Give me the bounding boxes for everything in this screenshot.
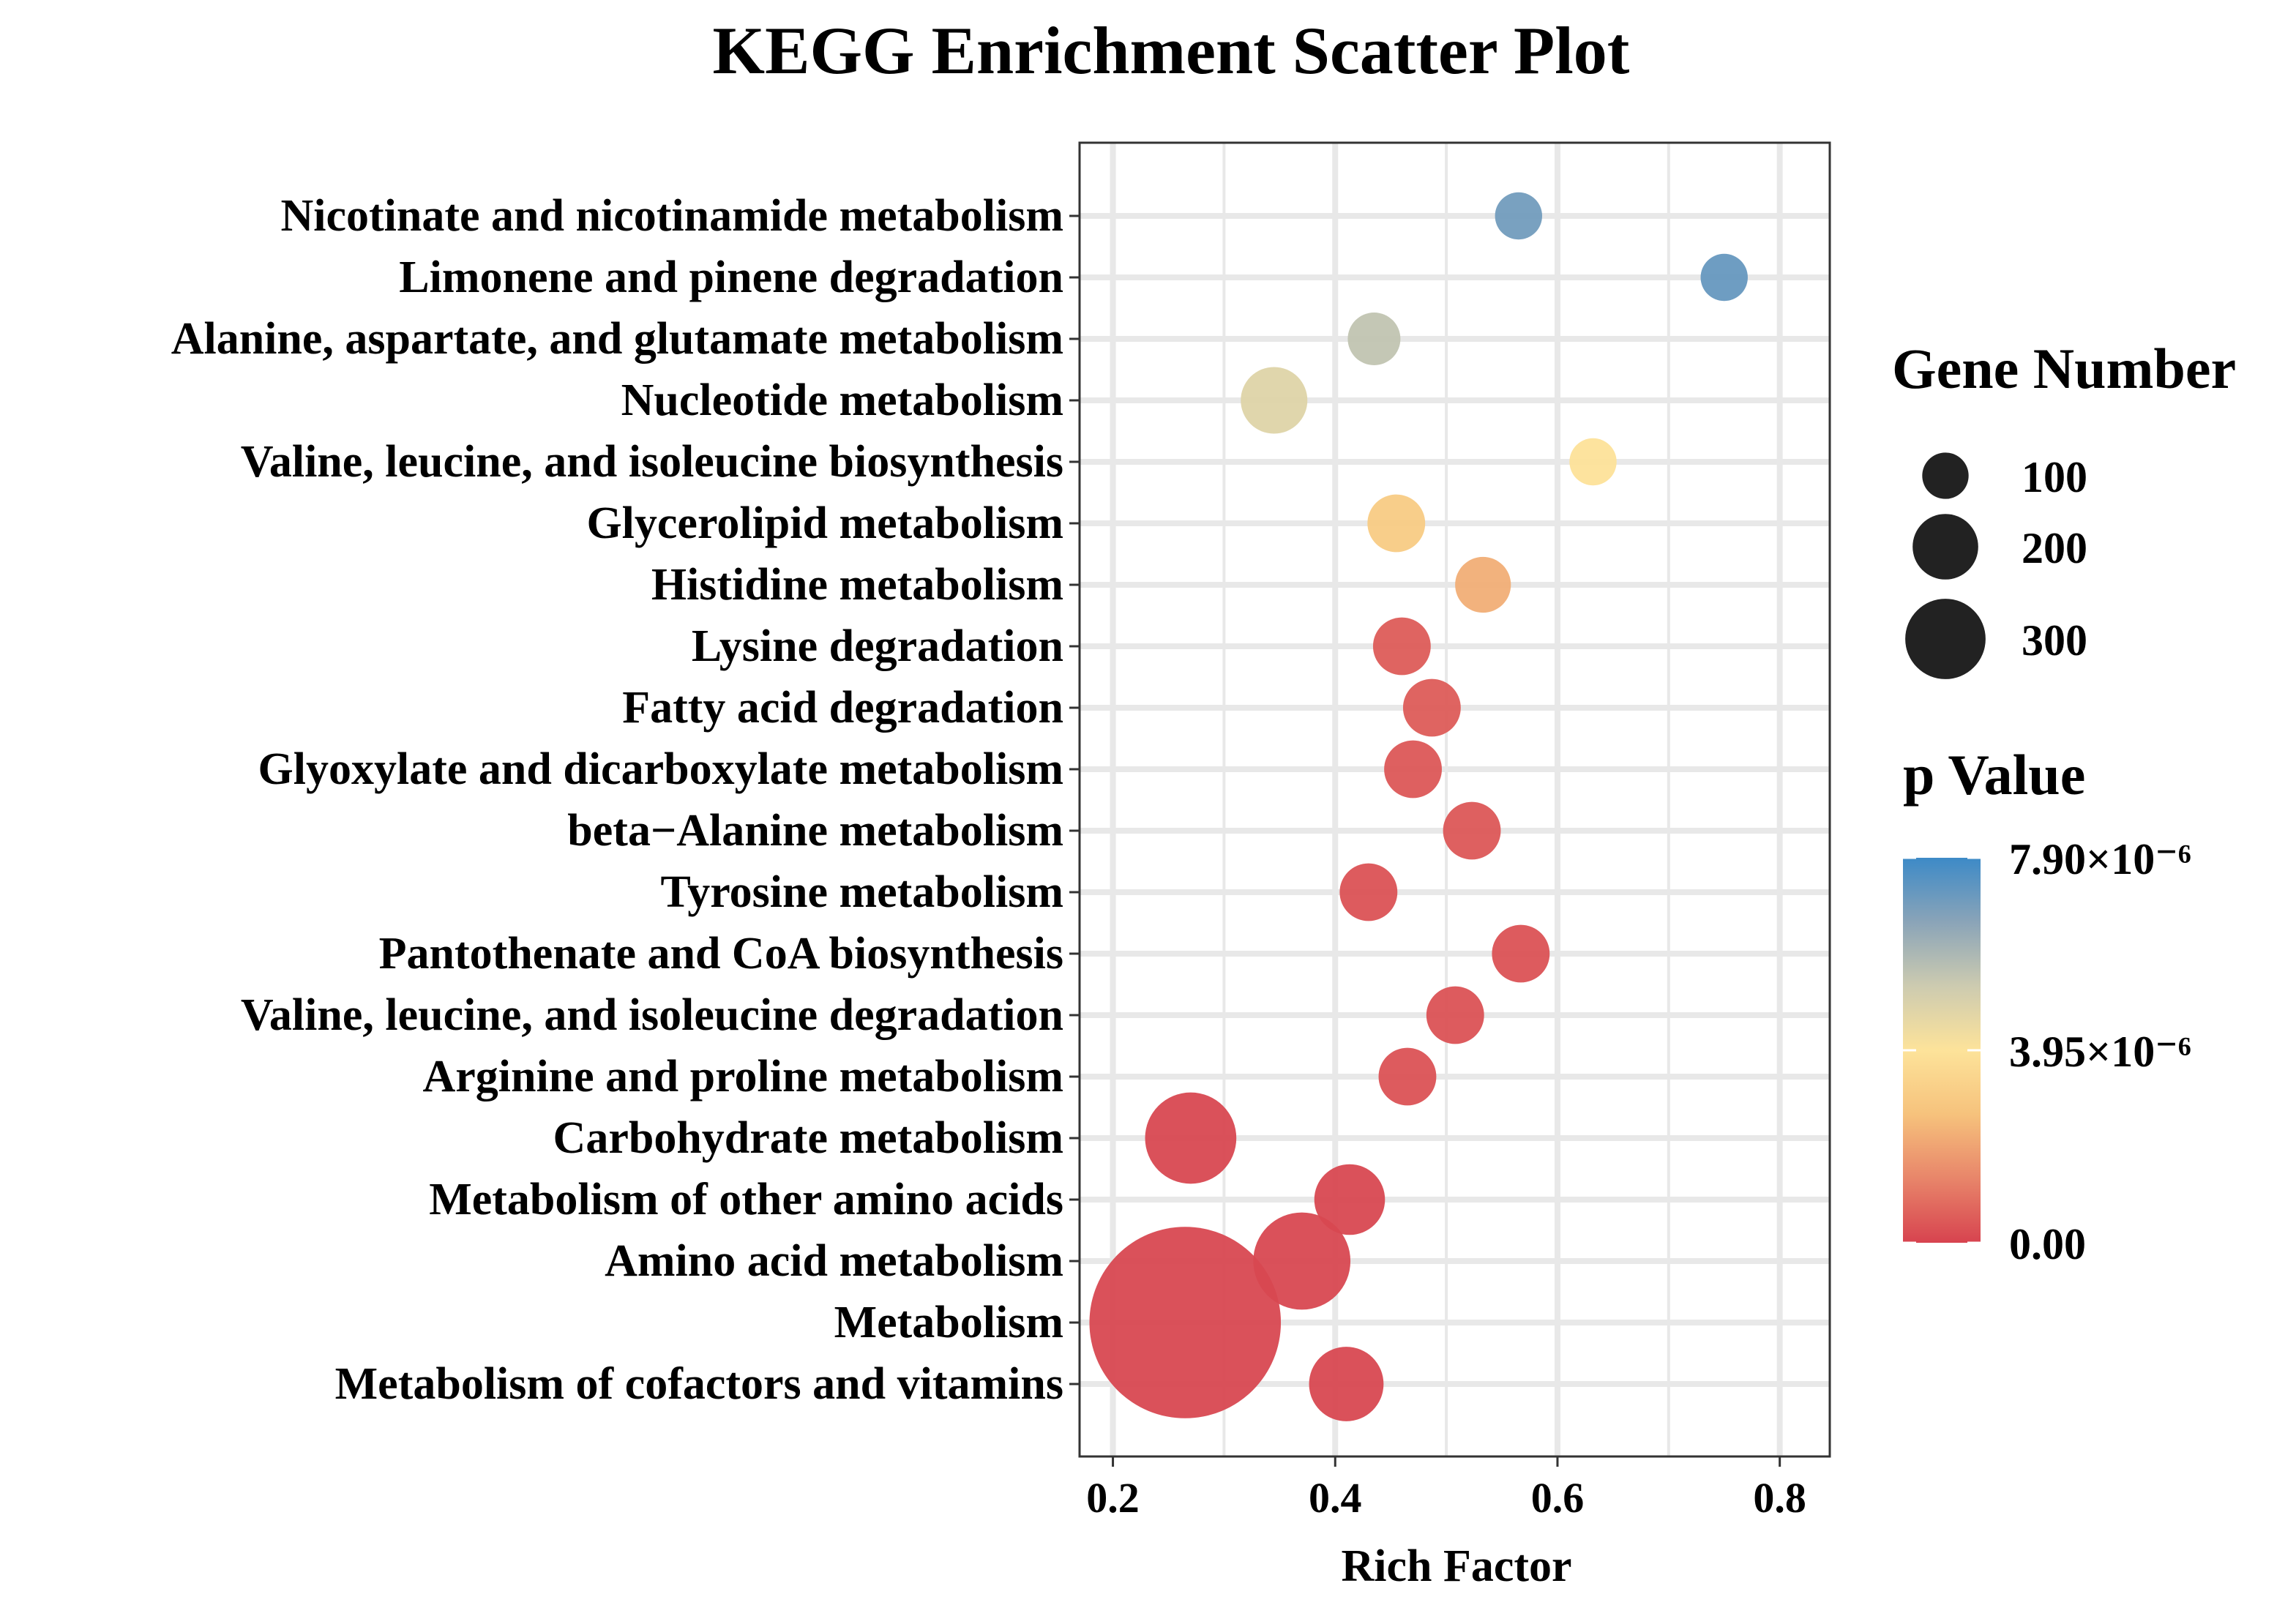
category-label: Amino acid metabolism	[605, 1236, 1063, 1286]
size-legend-title: Gene Number	[1892, 337, 2236, 400]
data-point	[1309, 1347, 1384, 1421]
category-label: Metabolism of cofactors and vitamins	[335, 1359, 1063, 1409]
data-point	[1402, 678, 1461, 737]
chart-title: KEGG Enrichment Scatter Plot	[713, 13, 1630, 88]
data-point	[1700, 253, 1748, 302]
data-point	[1378, 1047, 1437, 1106]
data-point	[1426, 986, 1484, 1044]
data-point	[1372, 617, 1431, 676]
category-label: Alanine, aspartate, and glutamate metabo…	[171, 314, 1063, 364]
data-point	[1145, 1092, 1237, 1184]
data-point	[1253, 1212, 1351, 1310]
category-label: Carbohydrate metabolism	[553, 1113, 1063, 1163]
category-label: Valine, leucine, and isoleucine degradat…	[241, 990, 1063, 1040]
data-point	[1347, 313, 1401, 365]
data-point	[1443, 801, 1501, 860]
category-labels: Nicotinate and nicotinamide metabolism Li…	[171, 191, 1063, 1409]
x-tick-label: 0.6	[1531, 1474, 1585, 1522]
category-label: Nucleotide metabolism	[621, 375, 1063, 425]
data-point	[1339, 863, 1398, 921]
x-tick-labels: 0.2 0.4 0.6 0.8	[1086, 1474, 1806, 1522]
category-label: Tyrosine metabolism	[660, 867, 1063, 917]
grid-lines	[1080, 143, 1830, 1456]
data-point	[1569, 438, 1617, 486]
size-legend-dot	[1912, 514, 1978, 580]
category-label: Metabolism	[834, 1298, 1063, 1347]
color-legend-title: p Value	[1903, 743, 2085, 807]
category-label: beta−Alanine metabolism	[567, 806, 1063, 856]
data-point	[1455, 556, 1511, 613]
color-legend-ticks: 7.90×10⁻⁶ 3.95×10⁻⁶ 0.00	[1903, 835, 2191, 1268]
category-label: Limonene and pinene degradation	[399, 253, 1063, 302]
size-legend-label: 200	[2022, 524, 2087, 572]
data-point	[1384, 740, 1442, 798]
size-legend-label: 100	[2022, 453, 2087, 501]
category-label: Pantothenate and CoA biosynthesis	[379, 929, 1063, 979]
data-point	[1314, 1164, 1386, 1235]
category-label: Arginine and proline metabolism	[422, 1052, 1063, 1102]
category-label: Glycerolipid metabolism	[586, 498, 1063, 548]
size-legend-dot	[1905, 599, 1986, 679]
category-label: Metabolism of other amino acids	[429, 1175, 1063, 1224]
data-point	[1492, 924, 1550, 983]
data-point	[1089, 1227, 1282, 1418]
category-label: Valine, leucine, and isoleucine biosynth…	[241, 437, 1063, 487]
data-point	[1241, 367, 1308, 434]
plot-frame	[1078, 141, 1831, 1458]
x-axis-title: Rich Factor	[1341, 1541, 1571, 1591]
category-label: Histidine metabolism	[651, 560, 1063, 610]
x-tick-label: 0.8	[1753, 1474, 1806, 1522]
color-legend-label: 7.90×10⁻⁶	[2009, 835, 2191, 883]
category-label: Fatty acid degradation	[622, 683, 1063, 733]
category-label: Lysine degradation	[692, 621, 1063, 671]
data-point	[1367, 494, 1426, 553]
data-points	[1089, 192, 1748, 1421]
color-legend-label: 3.95×10⁻⁶	[2009, 1028, 2191, 1076]
category-label: Nicotinate and nicotinamide metabolism	[281, 191, 1063, 241]
x-tick-label: 0.4	[1309, 1474, 1362, 1522]
size-legend-dot	[1922, 452, 1969, 499]
axis-ticks	[1069, 214, 1781, 1467]
category-label: Glyoxylate and dicarboxylate metabolism	[258, 744, 1063, 794]
size-legend: 100 200 300	[1905, 452, 2087, 679]
size-legend-label: 300	[2022, 616, 2087, 665]
data-point	[1495, 192, 1543, 240]
x-tick-label: 0.2	[1086, 1474, 1140, 1522]
color-legend-label: 0.00	[2009, 1220, 2086, 1268]
